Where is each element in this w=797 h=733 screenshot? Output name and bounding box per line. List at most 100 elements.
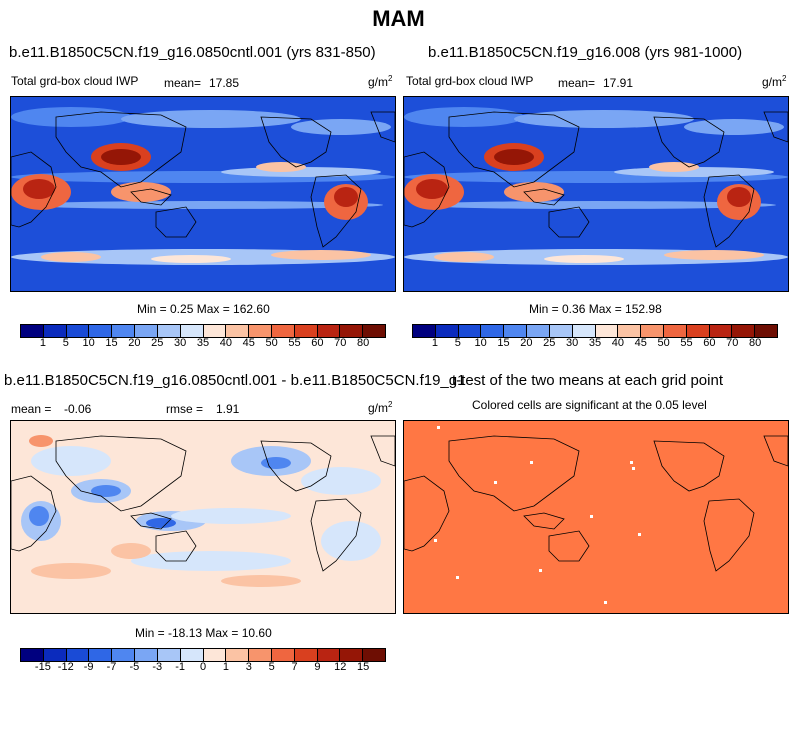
colorbar-tick-label: 55 xyxy=(288,337,301,349)
colorbar-tick-label: 15 xyxy=(497,337,510,349)
colorbar-tick-label: 1 xyxy=(39,337,46,349)
map-experiment-iwp xyxy=(403,96,789,292)
panel-subtitle-ttest: Colored cells are significant at the 0.0… xyxy=(472,398,707,412)
colorbar-cell xyxy=(294,325,318,337)
minmax-label: Min = -18.13 Max = 10.60 xyxy=(135,626,272,640)
colorbar-tick-label: 10 xyxy=(474,337,487,349)
panel-title-ttest: t-test of the two means at each grid poi… xyxy=(452,372,723,389)
units-superscript: 2 xyxy=(388,74,393,83)
colorbar-tick-label: -15 xyxy=(34,661,51,673)
mean-label: mean= xyxy=(558,76,596,90)
mean-label: mean = xyxy=(11,402,52,416)
colorbar-cell xyxy=(249,325,272,337)
colorbar-cell xyxy=(618,325,642,337)
colorbar-cell xyxy=(663,325,687,337)
colorbar-cell xyxy=(271,325,295,337)
colorbar-tick-label: 20 xyxy=(520,337,533,349)
colorbar-tick-label: 10 xyxy=(82,337,95,349)
units-label: g/m2 xyxy=(368,400,392,415)
colorbar-tick-label: 45 xyxy=(242,337,255,349)
minmax-label: Min = 0.25 Max = 162.60 xyxy=(137,302,270,316)
colorbar-cell xyxy=(340,325,364,337)
colorbar-tick-label: 55 xyxy=(680,337,693,349)
colorbar-cell xyxy=(66,325,90,337)
colorbar-cell xyxy=(317,325,341,337)
rmse-value: 1.91 xyxy=(216,402,240,416)
colorbar-cell xyxy=(549,325,573,337)
colorbar-cell xyxy=(249,649,272,661)
map-control-iwp xyxy=(10,96,396,292)
mean-value: -0.06 xyxy=(64,402,92,416)
units-label: g/m2 xyxy=(368,74,392,89)
colorbar-cell xyxy=(43,649,67,661)
colorbar-cell xyxy=(435,325,459,337)
colorbar-abs-left xyxy=(20,324,386,338)
colorbar-cell xyxy=(21,325,44,337)
colorbar-cell xyxy=(271,649,295,661)
colorbar-tick-label: 5 xyxy=(62,337,69,349)
colorbar-tick-label: 5 xyxy=(454,337,461,349)
colorbar-cell xyxy=(732,325,756,337)
colorbar-tick-label: 35 xyxy=(196,337,210,349)
units-superscript: 2 xyxy=(782,74,787,83)
colorbar-tick-label: 5 xyxy=(268,661,275,673)
colorbar-cell xyxy=(135,325,158,337)
colorbar-tick-label: -3 xyxy=(152,661,163,673)
colorbar-tick-label: 30 xyxy=(566,337,579,349)
colorbar-tick-label: -9 xyxy=(83,661,94,673)
mean-label: mean= xyxy=(164,76,202,90)
colorbar-tick-label: 30 xyxy=(174,337,187,349)
map-difference xyxy=(10,420,396,614)
colorbar-ticks-abs-right: 1 5 10 15 20 25 30 35 40 45 50 55 60 70 80 xyxy=(412,337,778,351)
units-label: g/m2 xyxy=(762,74,786,89)
colorbar-cell xyxy=(112,325,136,337)
colorbar-tick-label: 15 xyxy=(105,337,118,349)
colorbar-tick-label: 50 xyxy=(265,337,278,349)
colorbar-tick-label: 60 xyxy=(703,337,716,349)
colorbar-tick-label: 80 xyxy=(749,337,762,349)
panel-title-experiment: b.e11.B1850C5CN.f19_g16.008 (yrs 981-100… xyxy=(428,44,743,61)
colorbar-cell xyxy=(226,325,250,337)
colorbar-ticks-diff: -15 -12 -9 -7 -5 -3 -1 0 1 3 5 7 9 12 15 xyxy=(20,661,386,675)
colorbar-tick-label: -7 xyxy=(106,661,117,673)
colorbar-cell xyxy=(458,325,482,337)
colorbar-tick-label: 70 xyxy=(334,337,347,349)
figure-title: MAM xyxy=(372,6,425,31)
colorbar-cell xyxy=(157,325,181,337)
colorbar-abs-right xyxy=(412,324,778,338)
colorbar-cell xyxy=(481,325,505,337)
colorbar-cell xyxy=(43,325,67,337)
map-experiment-field xyxy=(404,97,788,291)
map-ttest xyxy=(403,420,789,614)
colorbar-cell xyxy=(203,649,227,661)
colorbar-cell xyxy=(709,325,733,337)
colorbar-cell xyxy=(686,325,710,337)
units-text: g/m xyxy=(762,75,783,89)
panel-title-difference: b.e11.B1850C5CN.f19_g16.0850cntl.001 - b… xyxy=(4,372,464,389)
units-superscript: 2 xyxy=(388,400,393,409)
variable-label: Total grd-box cloud IWP xyxy=(406,74,534,88)
colorbar-tick-label: 25 xyxy=(543,337,556,349)
minmax-label: Min = 0.36 Max = 152.98 xyxy=(529,302,662,316)
colorbar-cell xyxy=(595,325,619,337)
colorbar-cell xyxy=(340,649,364,661)
colorbar-tick-label: -5 xyxy=(129,661,140,673)
colorbar-tick-label: 80 xyxy=(357,337,370,349)
colorbar-tick-label: 12 xyxy=(334,661,347,673)
colorbar-cell xyxy=(226,649,250,661)
colorbar-cell xyxy=(294,649,318,661)
colorbar-tick-label: 15 xyxy=(357,661,370,673)
colorbar-cell xyxy=(135,649,158,661)
colorbar-cell xyxy=(66,649,90,661)
significance-fill xyxy=(404,421,788,613)
colorbar-cell xyxy=(413,325,436,337)
colorbar-tick-label: 70 xyxy=(726,337,739,349)
map-difference-field xyxy=(11,421,395,613)
colorbar-tick-label: 25 xyxy=(151,337,164,349)
colorbar-cell xyxy=(203,325,227,337)
colorbar-cell xyxy=(317,649,341,661)
colorbar-cell xyxy=(157,649,181,661)
colorbar-cell xyxy=(89,325,113,337)
colorbar-cell xyxy=(180,649,204,661)
mean-value: 17.85 xyxy=(209,76,240,90)
